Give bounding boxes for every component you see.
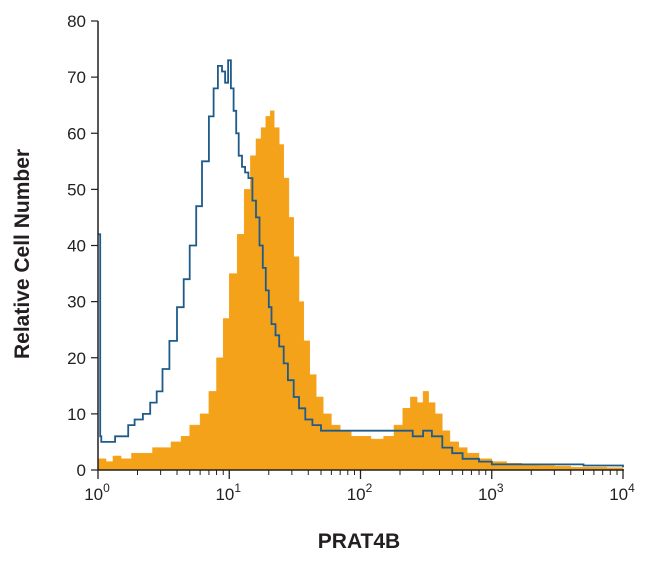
y-axis-title: Relative Cell Number — [11, 149, 34, 359]
x-tick-label: 103 — [478, 481, 504, 504]
y-tick-label: 60 — [67, 124, 86, 143]
y-tick-label: 80 — [67, 12, 86, 31]
x-tick-label: 100 — [84, 481, 110, 504]
y-ticks: 0 10 20 30 40 50 60 70 80 — [67, 12, 98, 480]
plot-series — [97, 59, 624, 471]
series-outline-histogram — [98, 59, 624, 468]
y-tick-label: 10 — [67, 405, 86, 424]
axes: 0 10 20 30 40 50 60 70 80 100 101 102 103 104 — [67, 12, 635, 504]
x-tick-label: 104 — [609, 481, 635, 504]
y-tick-label: 70 — [67, 68, 86, 87]
x-tick-label: 101 — [215, 481, 241, 504]
y-tick-label: 30 — [67, 293, 86, 312]
y-tick-label: 40 — [67, 237, 86, 256]
x-ticks: 100 101 102 103 104 — [84, 470, 635, 504]
y-tick-label: 0 — [77, 461, 86, 480]
y-tick-label: 20 — [67, 349, 86, 368]
x-axis-title: PRAT4B — [318, 530, 400, 553]
x-tick-label: 102 — [347, 481, 373, 504]
y-tick-label: 50 — [67, 180, 86, 199]
series-filled-histogram — [97, 110, 624, 471]
